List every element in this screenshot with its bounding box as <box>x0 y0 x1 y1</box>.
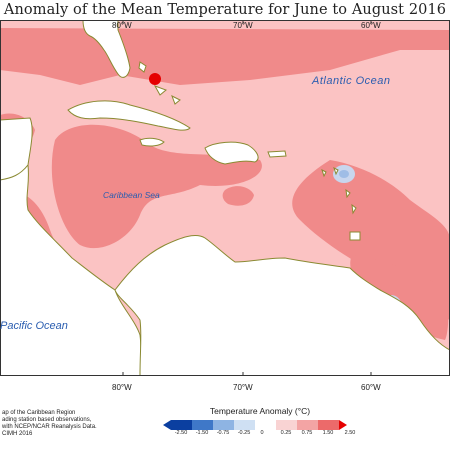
footer-line: with NCEP/NCAR Reanalysis Data. <box>2 424 97 430</box>
footer-notes: ap of the Caribbean Region ading station… <box>2 410 97 438</box>
land <box>0 20 450 376</box>
legend-tick: 0.25 <box>280 430 292 436</box>
lon-label-top-60: 60°W <box>361 21 381 30</box>
lon-label-bottom-70: 70°W <box>233 383 253 392</box>
legend-tick: -0.25 <box>237 430 251 436</box>
legend-tick: 1.50 <box>322 430 334 436</box>
legend-swatch-2 <box>192 420 213 430</box>
pacific-ocean-label: Pacific Ocean <box>0 320 68 332</box>
legend-swatch-7 <box>297 420 318 430</box>
legend-tick: -2.50 <box>174 430 188 436</box>
legend-swatch-4 <box>234 420 255 430</box>
legend-swatch-8 <box>318 420 339 430</box>
legend-swatch-1 <box>171 420 192 430</box>
legend-tick: -1.50 <box>195 430 209 436</box>
footer-line: CIMH 2016 <box>2 431 33 437</box>
legend-tick: -0.75 <box>216 430 230 436</box>
legend-swatch-5 <box>255 420 276 430</box>
legend-colorbar <box>163 420 347 430</box>
legend-arrow-high <box>339 420 347 430</box>
lon-label-bottom-60: 60°W <box>361 383 381 392</box>
anomaly-hotspot <box>149 73 161 85</box>
caribbean-sea-label: Caribbean Sea <box>103 190 160 200</box>
lon-label-top-80: 80°W <box>112 21 132 30</box>
footer-line: ap of the Caribbean Region <box>2 410 76 416</box>
legend-tick: 2.50 <box>344 430 356 436</box>
lon-ticks <box>122 20 372 376</box>
map-title: Anomaly of the Mean Temperature for June… <box>3 2 447 18</box>
legend-title: Temperature Anomaly (°C) <box>209 406 311 416</box>
legend-tick: 0 <box>260 430 264 436</box>
legend-swatch-6 <box>276 420 297 430</box>
lon-label-top-70: 70°W <box>233 21 253 30</box>
lon-label-bottom-80: 80°W <box>112 383 132 392</box>
legend-tick: 0.75 <box>301 430 313 436</box>
legend-arrow-low <box>163 420 171 430</box>
atlantic-ocean-label: Atlantic Ocean <box>312 75 391 87</box>
legend-swatch-3 <box>213 420 234 430</box>
footer-line: ading station based observations, <box>2 417 92 423</box>
